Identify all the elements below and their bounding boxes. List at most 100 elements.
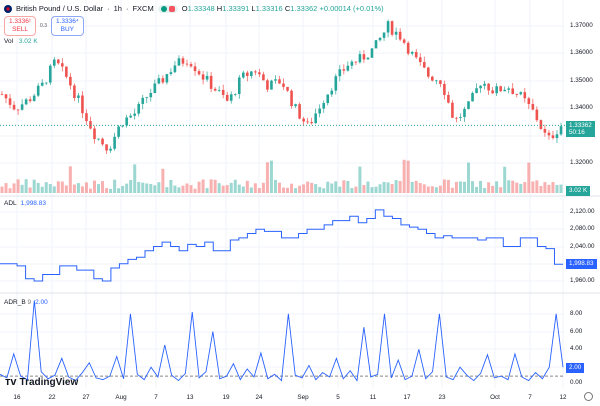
candle: [57, 59, 60, 64]
candle: [318, 108, 322, 114]
candle: [161, 78, 165, 83]
volume-bar: [551, 181, 555, 193]
buy-button[interactable]: 1.3336⁴ BUY: [51, 16, 84, 36]
volume-bar: [350, 188, 354, 193]
volume-bar: [382, 181, 386, 193]
volume-bar: [458, 181, 462, 193]
gbp-flag-icon: [4, 4, 12, 13]
candle: [414, 51, 418, 58]
volume-bar: [414, 180, 418, 193]
volume-bar: [555, 184, 559, 193]
candle: [354, 61, 358, 63]
candle: [81, 95, 84, 114]
volume-bar: [177, 187, 181, 193]
sell-button[interactable]: 1.3336¹ SELL: [4, 16, 37, 36]
volume-bar: [547, 184, 551, 193]
candle: [117, 126, 120, 137]
volume-bar: [282, 187, 286, 193]
candle: [286, 86, 289, 91]
candle: [463, 108, 466, 118]
volume-bar: [479, 180, 483, 193]
volume-bar: [149, 183, 153, 193]
volume-bar: [105, 188, 109, 193]
candle: [314, 113, 317, 124]
volume-bar: [462, 181, 466, 193]
volume-bar: [543, 182, 547, 193]
volume-bar: [64, 185, 68, 193]
volume-bar: [209, 179, 213, 193]
candle: [475, 88, 478, 93]
volume-bar: [241, 186, 245, 193]
volume-bar: [559, 184, 563, 193]
market-status-icon[interactable]: [157, 4, 178, 13]
volume-bar: [273, 179, 277, 193]
time-tick: 19: [222, 394, 230, 401]
candle: [40, 82, 44, 86]
candle: [326, 94, 330, 104]
candle: [515, 94, 519, 95]
candle: [559, 126, 563, 135]
volume-bar: [487, 182, 491, 193]
volume-tag: 3.02 K: [566, 186, 591, 196]
volume-bar: [422, 184, 426, 193]
volume-bar: [217, 183, 221, 193]
candle: [125, 117, 128, 126]
volume-bar: [201, 179, 205, 193]
volume-bar: [483, 188, 487, 193]
volume-bar: [133, 164, 137, 193]
candle: [69, 76, 72, 86]
interval[interactable]: 1h: [113, 4, 122, 13]
volume-bar: [527, 162, 531, 193]
volume-bar: [80, 186, 84, 193]
volume-bar: [265, 162, 269, 193]
adr-tag: 2.00: [566, 363, 585, 373]
volume-bar: [101, 181, 105, 193]
settings-icon[interactable]: [584, 392, 593, 401]
volume-bar: [44, 182, 48, 193]
volume-bar: [442, 179, 446, 193]
symbol-name[interactable]: British Pound / U.S. Dollar: [16, 4, 104, 13]
candle: [93, 128, 96, 140]
time-tick: 22: [48, 394, 56, 401]
volume-bar: [531, 181, 535, 193]
adl-legend[interactable]: ADL 1,998.83: [4, 200, 46, 207]
tradingview-logo[interactable]: ᴛᴠ TradingView: [5, 376, 79, 388]
volume-bar: [418, 183, 422, 193]
candle: [213, 88, 217, 91]
volume-bar: [302, 184, 306, 193]
candle: [241, 72, 245, 78]
volume-bar: [257, 188, 261, 193]
time-tick: 5: [336, 394, 340, 401]
volume-bar: [277, 182, 281, 193]
volume-bar: [76, 183, 80, 193]
volume-legend[interactable]: Vol 3.02 K: [4, 38, 38, 45]
volume-bar: [117, 188, 121, 193]
volume-bar: [245, 180, 249, 193]
volume-bar: [366, 181, 370, 193]
volume-bar: [92, 180, 96, 193]
candle: [181, 58, 185, 64]
candle: [350, 61, 354, 66]
volume-bar: [141, 182, 145, 193]
volume-bar: [446, 179, 450, 193]
candle: [447, 94, 450, 103]
candle: [338, 69, 342, 77]
candle: [527, 98, 531, 104]
adr-tick: 0.00: [570, 379, 583, 386]
candle: [129, 115, 132, 118]
volume-bar: [426, 186, 430, 193]
candle: [177, 58, 181, 66]
candle: [169, 72, 173, 75]
volume-bar: [434, 187, 438, 193]
candle: [439, 80, 442, 84]
candle: [133, 113, 137, 116]
adr-legend[interactable]: ADR_B 9 2.00: [4, 299, 48, 306]
volume-bar: [157, 182, 161, 193]
candle: [77, 95, 80, 98]
candle: [306, 121, 309, 123]
candle: [65, 66, 68, 77]
price-tick: 1.36000: [570, 49, 593, 56]
volume-bar: [374, 186, 378, 193]
candle: [547, 132, 551, 136]
